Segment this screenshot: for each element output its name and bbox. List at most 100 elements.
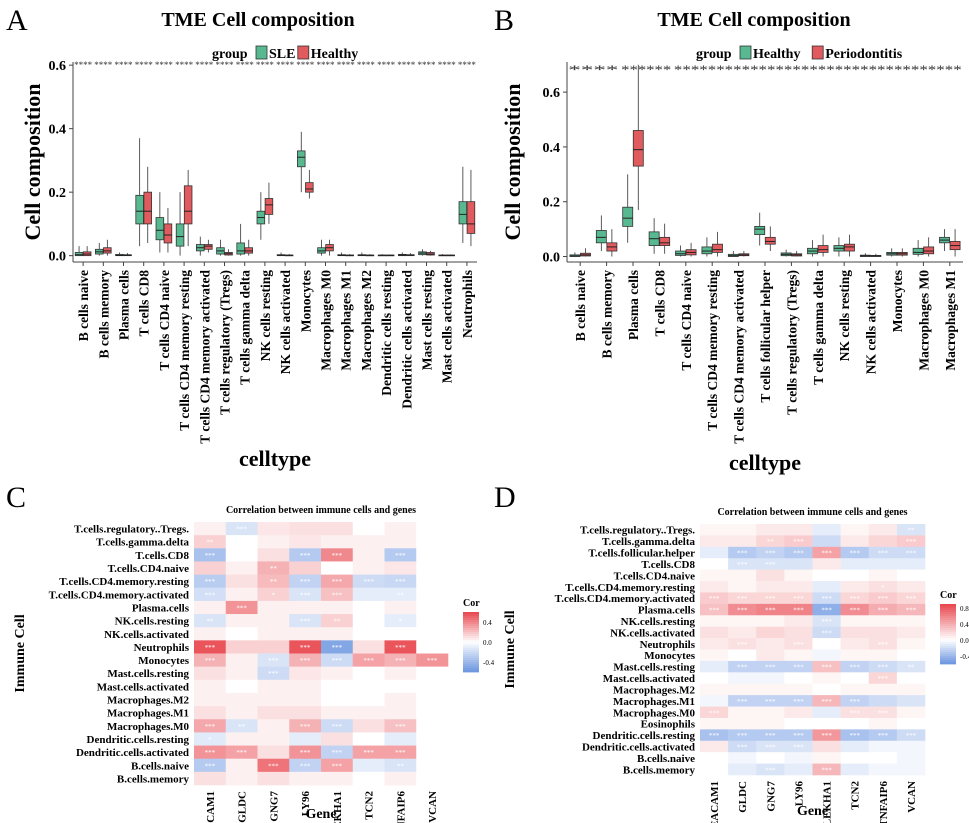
significance-star: ** <box>397 762 405 770</box>
x-tick-label: NK cells resting <box>258 270 273 361</box>
heat-cell <box>868 683 898 696</box>
heat-cell <box>896 660 926 673</box>
heat-cell <box>225 600 258 615</box>
heat-cell <box>840 763 870 776</box>
heat-cell <box>257 679 290 694</box>
heat-cell <box>321 679 354 694</box>
significance-star: *** <box>793 538 804 546</box>
box-sle <box>256 192 266 240</box>
heat-cell <box>416 719 449 733</box>
heat-cell <box>416 666 449 681</box>
heat-cell <box>896 535 926 548</box>
box-sle <box>357 252 367 257</box>
x-tick-label: Dendritic cells activated <box>399 270 414 409</box>
significance-star: ** <box>238 723 246 731</box>
colorbar-step <box>940 652 956 655</box>
significance-star: *** <box>821 550 832 558</box>
box-body <box>622 206 634 227</box>
heat-cell <box>728 569 757 582</box>
row-label: T.cells.CD8 <box>641 559 695 571</box>
column-label: VCAN <box>427 791 439 823</box>
heat-cell <box>194 535 227 549</box>
heat-cell <box>868 581 898 593</box>
heat-cell <box>352 627 385 641</box>
significance-star: *** <box>849 664 860 672</box>
heat-cell <box>289 666 322 681</box>
heat-cell <box>784 626 813 639</box>
heat-cell <box>289 745 322 759</box>
box-healthy <box>365 254 375 257</box>
colorbar-step <box>940 638 956 641</box>
heat-cell <box>289 706 322 720</box>
heat-cell <box>194 627 227 641</box>
box-sle <box>135 138 144 247</box>
box-sle <box>337 252 346 257</box>
legend-entry: Healthy <box>753 47 800 62</box>
heat-cell <box>756 706 785 719</box>
heat-cell <box>289 587 322 602</box>
x-axis-label: Gene <box>797 804 828 819</box>
box-sle <box>297 131 306 193</box>
colorbar-step <box>940 660 956 663</box>
row-label: Dendritic.cells.activated <box>76 747 189 759</box>
row-label: Dendritic.cells.resting <box>593 730 696 742</box>
significance-star: *** <box>395 657 406 665</box>
x-tick-label: T cells CD4 memory activated <box>732 270 747 444</box>
colorbar-tick-label: 0.4 <box>483 619 492 627</box>
heat-cell <box>784 558 813 570</box>
colorbar-step <box>463 648 479 651</box>
box-sle <box>95 242 104 256</box>
significance-star: *** <box>300 749 311 757</box>
box-healthy <box>780 249 792 257</box>
colorbar-step <box>940 656 956 659</box>
significance-label: **** <box>195 60 214 70</box>
colorbar-step <box>940 622 956 625</box>
significance-star: *** <box>737 743 748 751</box>
heat-cell <box>868 524 898 536</box>
heat-cell <box>840 660 870 673</box>
significance-star: *** <box>737 550 748 558</box>
heat-cell <box>352 600 385 615</box>
significance-star: *** <box>395 578 406 586</box>
heat-cell <box>700 592 729 605</box>
box-body <box>632 130 644 167</box>
box-healthy <box>426 250 435 256</box>
heat-cell <box>257 600 290 615</box>
colorbar-step <box>940 650 956 653</box>
x-tick-label: NK cells activated <box>864 270 879 375</box>
significance-star: *** <box>765 550 776 558</box>
colorbar-step <box>463 640 479 643</box>
heat-cell <box>812 695 841 707</box>
row-label: T.cells.CD4.memory.activated <box>49 589 189 601</box>
colorbar-step <box>940 614 956 617</box>
box-healthy <box>622 174 634 243</box>
box-healthy <box>701 237 713 257</box>
column-label: GNG7 <box>765 781 777 812</box>
box-body <box>817 245 829 253</box>
box-healthy <box>595 215 607 252</box>
significance-star: *** <box>821 698 832 706</box>
x-tick-label: T cells CD4 memory activated <box>197 270 212 444</box>
box-sle <box>377 254 387 257</box>
heat-cell <box>728 706 757 719</box>
significance-label: **** <box>256 60 275 70</box>
row-label: Mast.cells.activated <box>603 673 695 685</box>
heat-cell <box>756 740 785 753</box>
x-tick-label: Macrophages M1 <box>339 270 354 371</box>
row-label: B.cells.naive <box>131 760 189 772</box>
significance-label: **** <box>357 60 376 70</box>
row-label: Neutrophils <box>640 639 696 651</box>
heat-cell <box>868 649 898 662</box>
box-body <box>675 250 686 256</box>
heat-cell <box>384 548 417 562</box>
row-label: T.cells.regulatory..Tregs. <box>580 525 695 537</box>
heat-cell <box>321 653 354 667</box>
colorbar-step <box>463 664 479 667</box>
significance-star: *** <box>205 591 216 599</box>
significance-star: *** <box>363 749 374 757</box>
significance-label: **** <box>115 60 134 70</box>
heat-cell <box>700 558 729 570</box>
heat-cell <box>840 603 870 616</box>
heat-cell <box>289 574 322 589</box>
